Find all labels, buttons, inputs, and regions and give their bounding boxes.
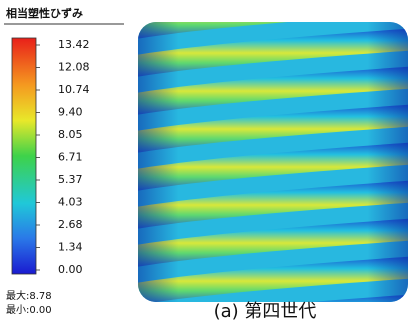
caption: (a) 第四世代 (214, 301, 317, 322)
colorbar-label: 9.40 (58, 106, 83, 119)
page: 相当塑性ひずみ 13.42 12.08 10.74 9.40 8.05 6.71 5.37 4… (0, 0, 416, 332)
colorbar-label: 10.74 (58, 83, 90, 96)
colorbar-label: 8.05 (58, 128, 83, 141)
threaded-model (130, 0, 416, 332)
colorbar-label: 12.08 (58, 61, 90, 74)
colorbar-label: 13.42 (58, 38, 90, 51)
colorbar-label: 2.68 (58, 218, 83, 231)
max-value: 最大:8.78 (6, 289, 52, 302)
colorbar-label: 4.03 (58, 196, 83, 209)
colorbar-label: 6.71 (58, 151, 83, 164)
colorbar-labels: 13.42 12.08 10.74 9.40 8.05 6.71 5.37 4.03 2.68 1… (36, 38, 90, 276)
figure: 相当塑性ひずみ 13.42 12.08 10.74 9.40 8.05 6.71 5.37 4… (0, 0, 416, 332)
legend-title: 相当塑性ひずみ (6, 6, 83, 20)
colorbar-label: 0.00 (58, 263, 83, 276)
colorbar (12, 38, 36, 274)
min-value: 最小:0.00 (6, 304, 52, 316)
model-shading (138, 22, 408, 302)
colorbar-label: 1.34 (58, 241, 83, 254)
colorbar-label: 5.37 (58, 173, 83, 186)
